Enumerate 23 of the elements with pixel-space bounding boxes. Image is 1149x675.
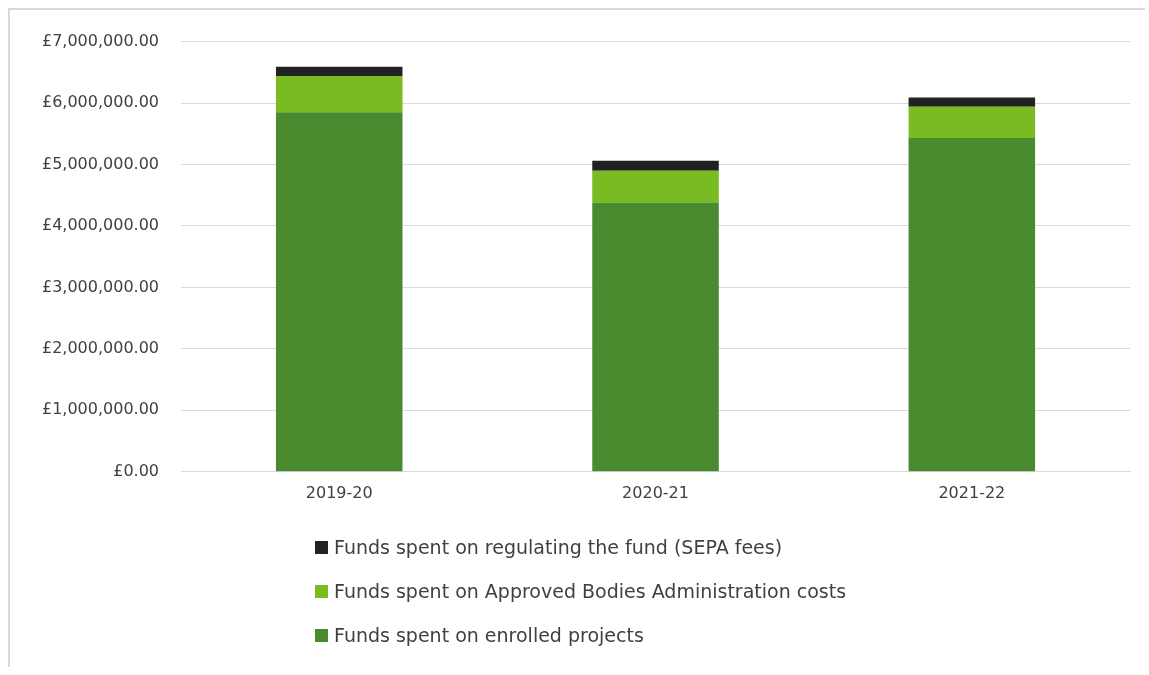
bar (908, 138, 1036, 472)
bar (275, 112, 403, 472)
bar (275, 66, 403, 77)
bar (908, 106, 1036, 139)
bar (908, 97, 1036, 107)
bar (592, 160, 719, 171)
bar (275, 76, 403, 113)
x-tick-label: 2021-22 (938, 482, 1006, 502)
y-tick-label: £0.00 (113, 460, 160, 480)
legend-label: Funds spent on regulating the fund (SEPA fees) (334, 536, 783, 558)
y-tick-label: £2,000,000.00 (41, 338, 160, 358)
x-tick-label: 2019-20 (305, 482, 373, 502)
legend-label: Funds spent on Approved Bodies Administration costs (334, 580, 847, 602)
bar (592, 170, 719, 203)
bar (592, 202, 719, 472)
y-tick-label: £1,000,000.00 (41, 399, 160, 419)
x-tick-label: 2020-21 (622, 482, 689, 502)
legend-label: Funds spent on enrolled projects (334, 624, 644, 646)
y-tick-label: £4,000,000.00 (41, 215, 160, 235)
y-tick-label: £6,000,000.00 (41, 92, 160, 112)
y-tick-label: £3,000,000.00 (41, 276, 160, 296)
y-tick-label: £7,000,000.00 (41, 30, 160, 50)
y-tick-label: £5,000,000.00 (41, 153, 160, 173)
